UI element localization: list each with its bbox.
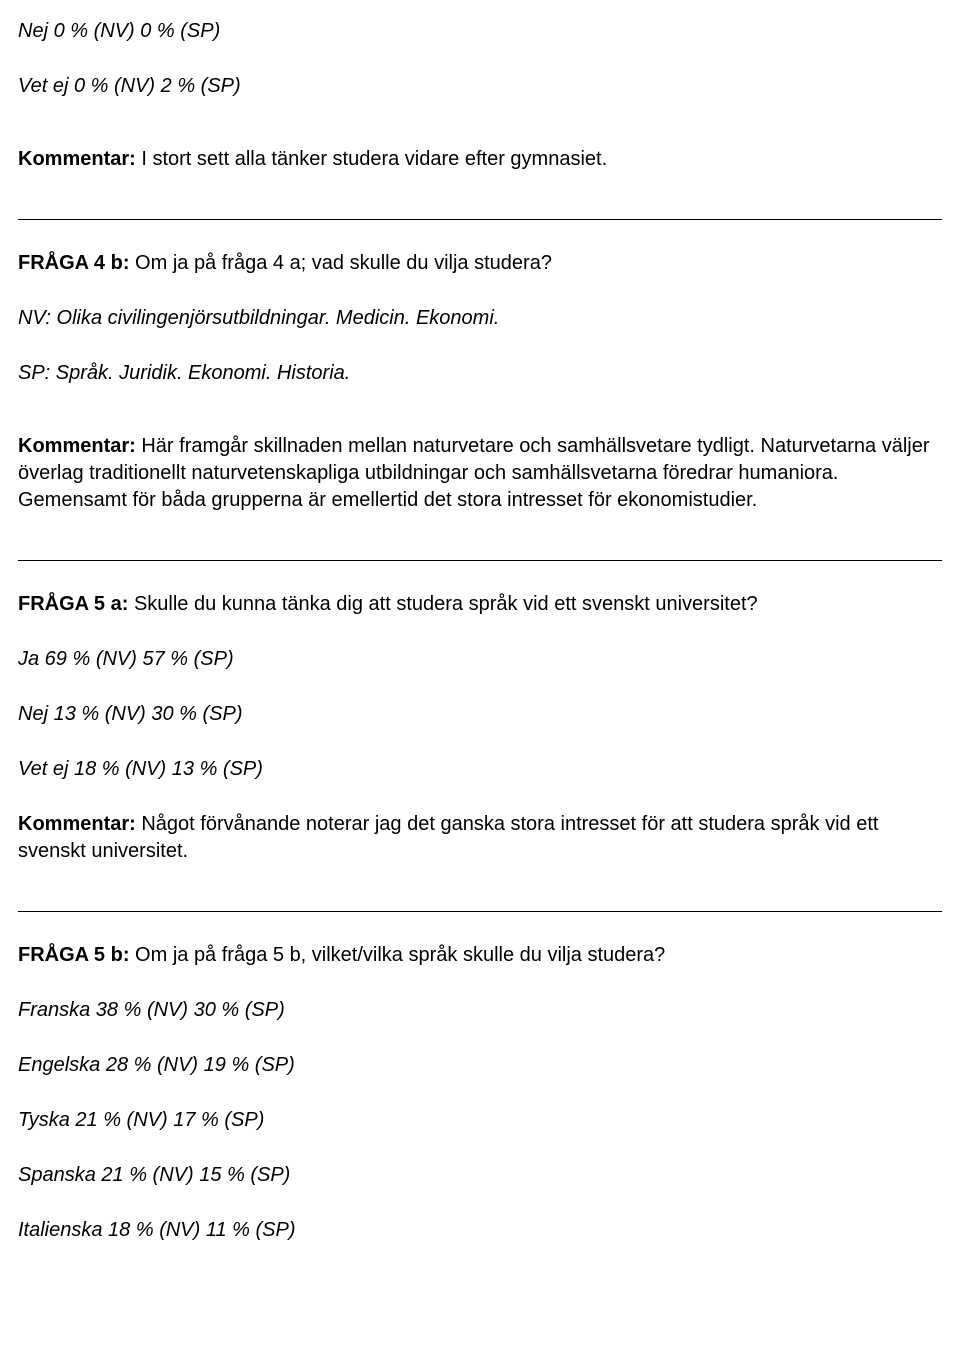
result-vetej: Vet ej 0 % (NV) 2 % (SP) [18,73,942,100]
answer-nv: NV: Olika civilingenjörsutbildningar. Me… [18,305,942,332]
kommentar-label: Kommentar: [18,435,136,457]
divider [18,219,942,220]
kommentar-4b: Kommentar: Här framgår skillnaden mellan… [18,433,942,514]
result-spanska: Spanska 21 % (NV) 15 % (SP) [18,1162,942,1189]
document-page: Nej 0 % (NV) 0 % (SP) Vet ej 0 % (NV) 2 … [0,0,960,1302]
result-engelska: Engelska 28 % (NV) 19 % (SP) [18,1052,942,1079]
result-vetej: Vet ej 18 % (NV) 13 % (SP) [18,756,942,783]
spacer [18,415,942,433]
kommentar-5a: Kommentar: Något förvånande noterar jag … [18,811,942,865]
kommentar-label: Kommentar: [18,813,136,835]
kommentar-text: Här framgår skillnaden mellan naturvetar… [18,435,930,511]
spacer [18,128,942,146]
spacer [18,542,942,560]
question-5b: FRÅGA 5 b: Om ja på fråga 5 b, vilket/vi… [18,942,942,969]
result-italienska: Italienska 18 % (NV) 11 % (SP) [18,1217,942,1244]
kommentar-label: Kommentar: [18,148,136,170]
kommentar-text: Något förvånande noterar jag det ganska … [18,813,878,862]
divider [18,911,942,912]
kommentar-1: Kommentar: I stort sett alla tänker stud… [18,146,942,173]
result-nej: Nej 13 % (NV) 30 % (SP) [18,701,942,728]
question-label: FRÅGA 5 b: [18,944,129,966]
spacer [18,893,942,911]
answer-sp: SP: Språk. Juridik. Ekonomi. Historia. [18,360,942,387]
divider [18,560,942,561]
result-franska: Franska 38 % (NV) 30 % (SP) [18,997,942,1024]
result-ja: Ja 69 % (NV) 57 % (SP) [18,646,942,673]
question-text: Om ja på fråga 4 a; vad skulle du vilja … [129,252,551,274]
question-text: Om ja på fråga 5 b, vilket/vilka språk s… [129,944,665,966]
result-nej: Nej 0 % (NV) 0 % (SP) [18,18,942,45]
spacer [18,201,942,219]
question-label: FRÅGA 4 b: [18,252,129,274]
question-4b: FRÅGA 4 b: Om ja på fråga 4 a; vad skull… [18,250,942,277]
question-text: Skulle du kunna tänka dig att studera sp… [128,593,757,615]
kommentar-text: I stort sett alla tänker studera vidare … [136,148,607,170]
result-tyska: Tyska 21 % (NV) 17 % (SP) [18,1107,942,1134]
question-5a: FRÅGA 5 a: Skulle du kunna tänka dig att… [18,591,942,618]
question-label: FRÅGA 5 a: [18,593,128,615]
